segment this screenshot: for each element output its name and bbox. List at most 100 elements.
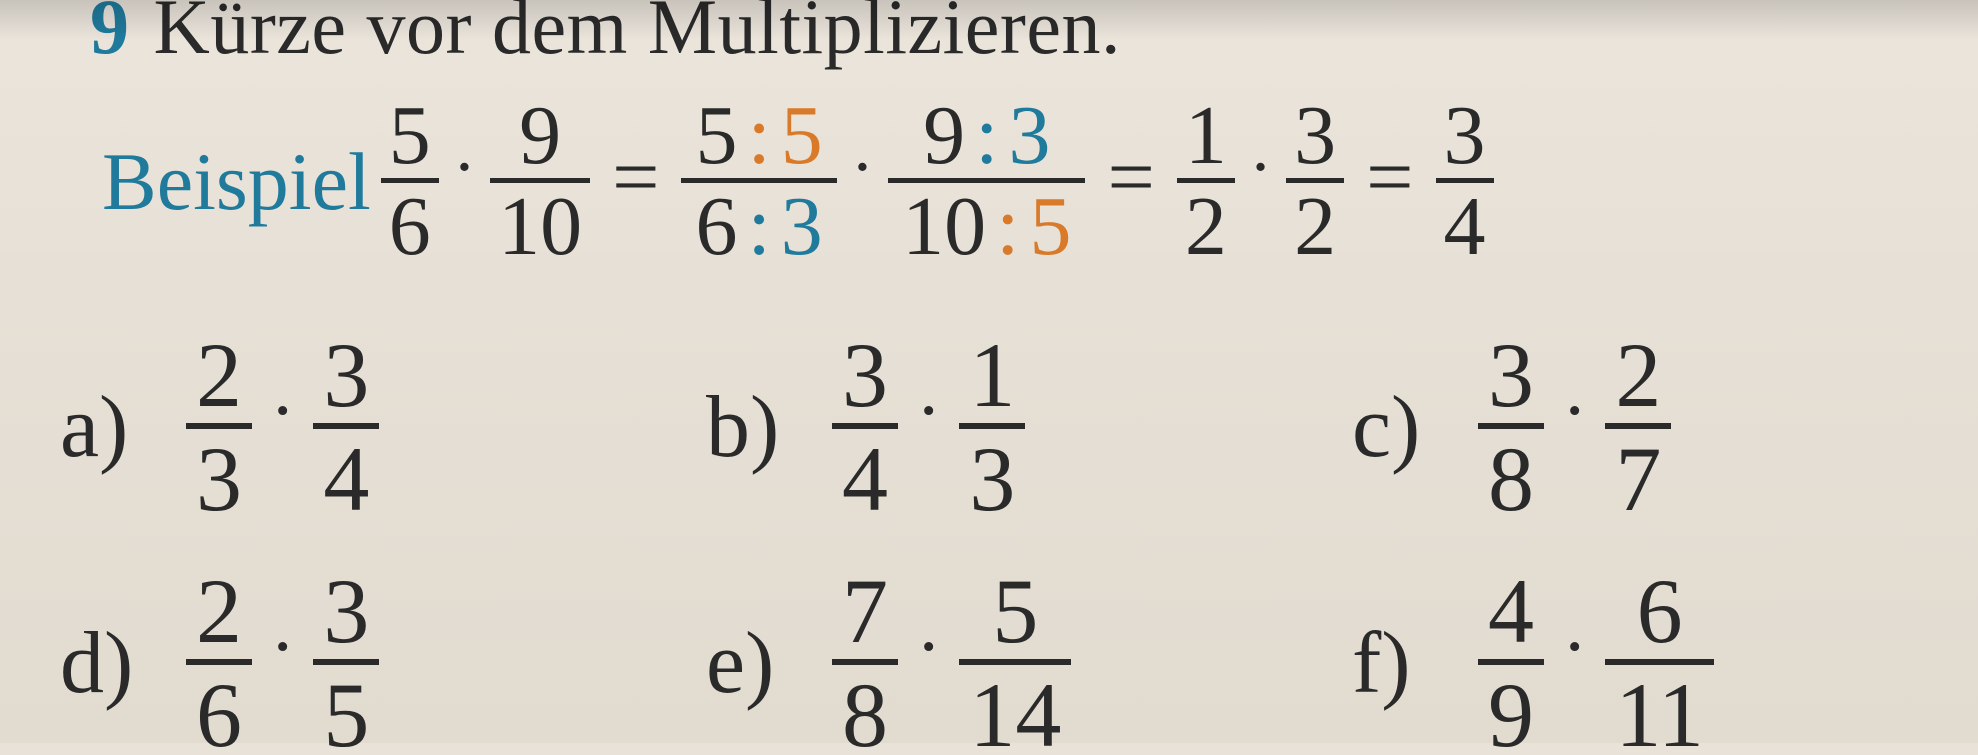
dot-operator: · xyxy=(270,368,295,455)
divisor: 3 xyxy=(1008,94,1050,178)
example-step2-frac2: 9 : 3 10 : 5 xyxy=(888,94,1085,269)
numerator: 2 xyxy=(186,565,252,659)
numerator: 5 xyxy=(982,565,1048,659)
problem-a: a) 2 3 · 3 4 xyxy=(60,329,646,525)
page-content: 9 Kürze vor dem Multiplizieren. Beispiel… xyxy=(0,0,1978,755)
denominator: 2 xyxy=(1286,178,1344,269)
colon-divider: : xyxy=(975,94,998,178)
denominator: 7 xyxy=(1605,423,1671,525)
exercise-title-text: Kürze vor dem Multiplizieren. xyxy=(154,0,1122,66)
numerator: 4 xyxy=(1478,565,1544,659)
numerator: 3 xyxy=(313,565,379,659)
numerator: 3 xyxy=(1286,94,1344,178)
numerator: 5 : 5 xyxy=(681,94,836,178)
colon-divider: : xyxy=(747,94,770,178)
example-step1-frac1: 5 6 xyxy=(381,94,439,269)
problem-frac1: 2 3 xyxy=(186,329,252,525)
denominator: 3 xyxy=(186,423,252,525)
denominator: 9 xyxy=(1478,659,1544,755)
divisor: 5 xyxy=(781,94,823,178)
denominator: 4 xyxy=(313,423,379,525)
numerator: 9 : 3 xyxy=(909,94,1064,178)
numerator: 2 xyxy=(186,329,252,423)
problem-e: e) 7 8 · 5 14 xyxy=(706,565,1292,755)
denominator: 5 xyxy=(313,659,379,755)
example-step1-frac2: 9 10 xyxy=(490,94,590,269)
numerator: 1 xyxy=(959,329,1025,423)
colon-divider: : xyxy=(747,185,770,269)
denominator: 11 xyxy=(1605,659,1714,755)
denominator: 10 xyxy=(490,178,590,269)
denominator: 14 xyxy=(959,659,1071,755)
divisor: 5 xyxy=(1029,185,1071,269)
problem-frac2: 3 5 xyxy=(313,565,379,755)
example-row: Beispiel 5 6 · 9 10 = 5 : 5 6 : 3 · xyxy=(102,94,1938,269)
example-step3-frac1: 1 2 xyxy=(1177,94,1235,269)
example-step3-frac2: 3 2 xyxy=(1286,94,1344,269)
dot-operator: · xyxy=(916,604,941,691)
problem-frac1: 3 8 xyxy=(1478,329,1544,525)
denominator: 6 : 3 xyxy=(681,178,836,269)
problem-frac2: 3 4 xyxy=(313,329,379,525)
exercise-title-row: 9 Kürze vor dem Multiplizieren. xyxy=(90,0,1938,66)
denominator: 4 xyxy=(832,423,898,525)
problem-frac2: 1 3 xyxy=(959,329,1025,525)
colon-divider: : xyxy=(996,185,1019,269)
dot-operator: · xyxy=(1249,133,1272,203)
divisor: 3 xyxy=(781,185,823,269)
example-result-frac: 3 4 xyxy=(1436,94,1494,269)
problem-label: e) xyxy=(706,613,806,714)
problems-grid: a) 2 3 · 3 4 b) 3 4 · 1 3 c) xyxy=(60,329,1938,755)
denominator: 6 xyxy=(186,659,252,755)
denominator: 10 : 5 xyxy=(888,178,1085,269)
dot-operator: · xyxy=(453,133,476,203)
denominator: 4 xyxy=(1436,178,1494,269)
value-a: 9 xyxy=(923,94,965,178)
denominator: 8 xyxy=(832,659,898,755)
value-a: 6 xyxy=(695,185,737,269)
problem-label: c) xyxy=(1352,377,1452,478)
problem-c: c) 3 8 · 2 7 xyxy=(1352,329,1938,525)
example-step2-frac1: 5 : 5 6 : 3 xyxy=(681,94,836,269)
numerator: 3 xyxy=(313,329,379,423)
equals-sign: = xyxy=(1366,136,1413,220)
dot-operator: · xyxy=(1562,368,1587,455)
problem-frac1: 2 6 xyxy=(186,565,252,755)
dot-operator: · xyxy=(270,604,295,691)
problem-frac1: 3 4 xyxy=(832,329,898,525)
example-label: Beispiel xyxy=(102,141,371,223)
problem-label: d) xyxy=(60,613,160,714)
numerator: 3 xyxy=(1478,329,1544,423)
numerator: 6 xyxy=(1627,565,1693,659)
numerator: 3 xyxy=(832,329,898,423)
numerator: 5 xyxy=(381,94,439,178)
problem-frac2: 2 7 xyxy=(1605,329,1671,525)
denominator: 6 xyxy=(381,178,439,269)
value-a: 5 xyxy=(695,94,737,178)
problem-d: d) 2 6 · 3 5 xyxy=(60,565,646,755)
dot-operator: · xyxy=(916,368,941,455)
numerator: 1 xyxy=(1177,94,1235,178)
problem-f: f) 4 9 · 6 11 xyxy=(1352,565,1938,755)
equals-sign: = xyxy=(612,136,659,220)
problem-b: b) 3 4 · 1 3 xyxy=(706,329,1292,525)
problem-label: f) xyxy=(1352,613,1452,714)
numerator: 3 xyxy=(1436,94,1494,178)
denominator: 2 xyxy=(1177,178,1235,269)
numerator: 9 xyxy=(511,94,569,178)
problem-label: a) xyxy=(60,377,160,478)
value-a: 10 xyxy=(902,185,986,269)
problem-frac2: 5 14 xyxy=(959,565,1071,755)
problem-frac1: 4 9 xyxy=(1478,565,1544,755)
dot-operator: · xyxy=(851,133,874,203)
equals-sign: = xyxy=(1107,136,1154,220)
numerator: 7 xyxy=(832,565,898,659)
problem-frac2: 6 11 xyxy=(1605,565,1714,755)
problem-frac1: 7 8 xyxy=(832,565,898,755)
problem-label: b) xyxy=(706,377,806,478)
denominator: 8 xyxy=(1478,423,1544,525)
numerator: 2 xyxy=(1605,329,1671,423)
dot-operator: · xyxy=(1562,604,1587,691)
exercise-number: 9 xyxy=(90,0,130,66)
denominator: 3 xyxy=(959,423,1025,525)
